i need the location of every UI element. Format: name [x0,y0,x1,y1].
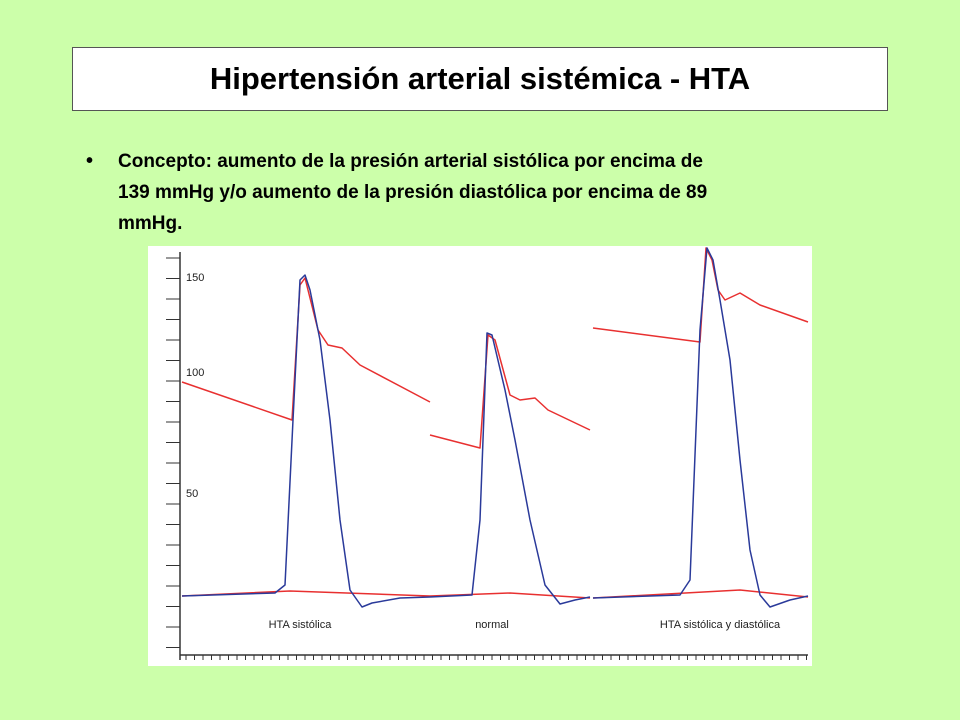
caption: normal [475,619,509,631]
red-curve [429,334,591,449]
blue-curve [592,247,809,608]
bullet-line: mmHg. [118,213,183,234]
caption: HTA sistólica y diastólica [660,619,781,631]
blue-curve [181,274,431,608]
bullet-line: Concepto: aumento de la presión arterial… [118,151,703,172]
blue-curve [429,332,591,605]
title: Hipertensión arterial sistémica - HTA [72,47,888,111]
red-curve [592,589,809,599]
axis-ticks [166,257,807,660]
y-label: 50 [186,488,198,500]
caption: HTA sistólica [269,619,333,631]
y-label: 100 [186,367,204,379]
bullet-marker: • [86,150,94,172]
bullet-line: 139 mmHg y/o aumento de la presión diast… [118,182,708,203]
y-label: 150 [186,272,204,284]
figure-bg [148,246,812,666]
waveforms [181,247,809,608]
